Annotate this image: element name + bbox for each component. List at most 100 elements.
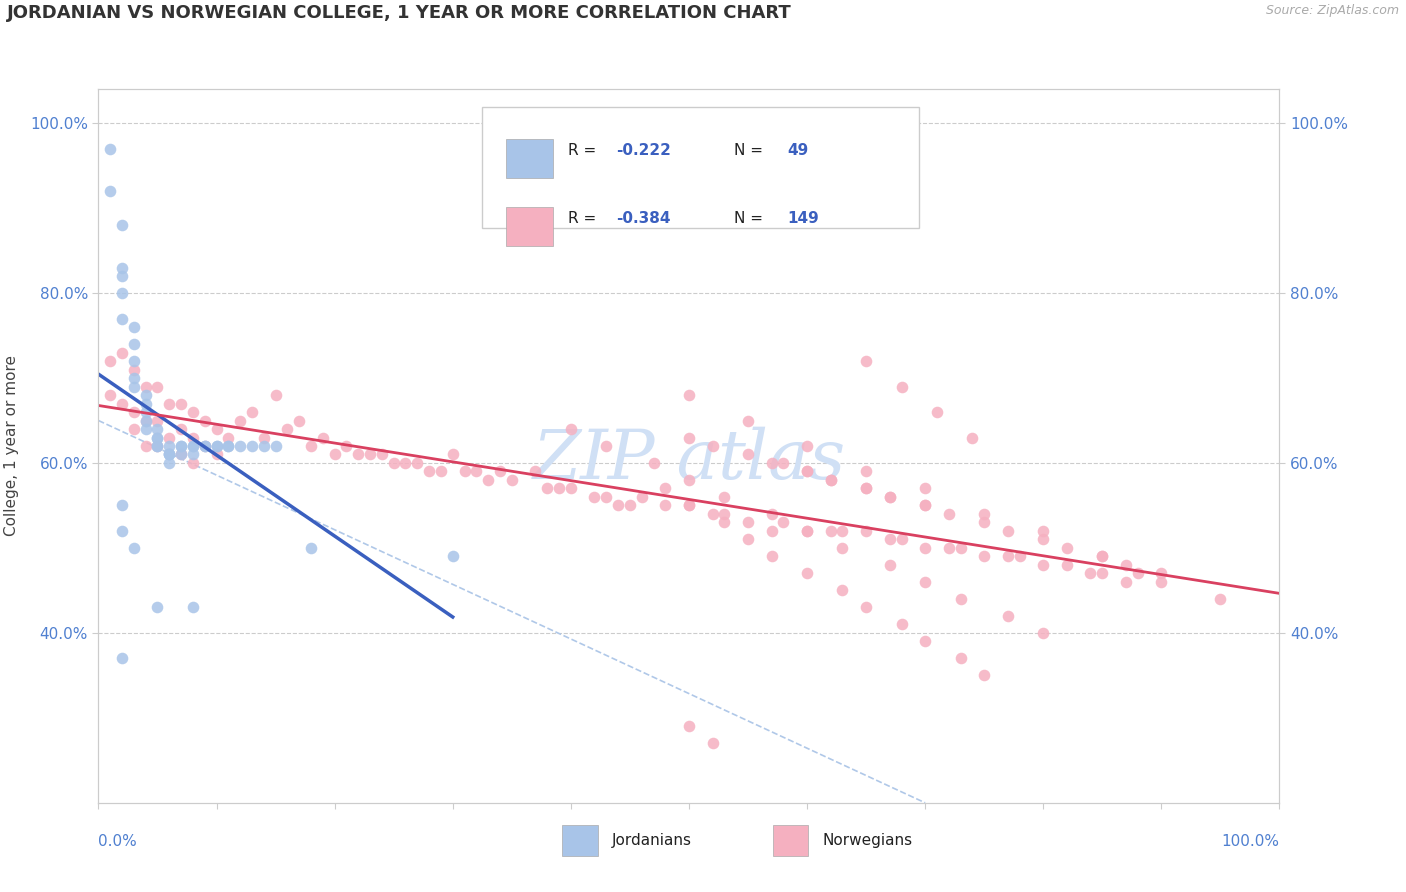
Point bbox=[98, 388, 121, 402]
Point bbox=[524, 465, 547, 479]
Point bbox=[170, 422, 193, 436]
Point bbox=[489, 465, 512, 479]
Point bbox=[335, 439, 357, 453]
Point bbox=[855, 600, 877, 615]
Point bbox=[654, 499, 676, 513]
Point bbox=[157, 456, 180, 470]
Point bbox=[194, 439, 217, 453]
Point bbox=[264, 439, 287, 453]
Point bbox=[418, 465, 440, 479]
Text: ZIP atlas: ZIP atlas bbox=[533, 427, 845, 493]
Point bbox=[146, 413, 169, 427]
Point bbox=[737, 516, 759, 530]
Point bbox=[1056, 558, 1078, 572]
Point bbox=[253, 439, 276, 453]
Point bbox=[997, 608, 1019, 623]
Point bbox=[157, 448, 180, 462]
Text: -0.222: -0.222 bbox=[616, 143, 671, 158]
Point bbox=[949, 541, 972, 555]
Point bbox=[737, 448, 759, 462]
Point bbox=[831, 541, 853, 555]
Point bbox=[122, 541, 145, 555]
Point bbox=[702, 439, 724, 453]
Point bbox=[146, 430, 169, 444]
Point bbox=[879, 490, 901, 504]
Point bbox=[879, 558, 901, 572]
Point bbox=[914, 541, 936, 555]
Point bbox=[229, 413, 252, 427]
Point bbox=[855, 482, 877, 496]
Point bbox=[111, 311, 134, 326]
Point bbox=[548, 482, 571, 496]
Point bbox=[146, 439, 169, 453]
Text: Jordanians: Jordanians bbox=[612, 833, 692, 848]
Point bbox=[938, 541, 960, 555]
Point bbox=[1056, 541, 1078, 555]
Point bbox=[157, 439, 180, 453]
Point bbox=[288, 413, 311, 427]
Point bbox=[477, 473, 499, 487]
Point bbox=[253, 430, 276, 444]
Point bbox=[181, 600, 204, 615]
Point bbox=[855, 524, 877, 538]
FancyBboxPatch shape bbox=[482, 107, 920, 228]
Point bbox=[1032, 626, 1054, 640]
Point bbox=[157, 396, 180, 410]
Point bbox=[796, 566, 818, 581]
Point bbox=[1115, 574, 1137, 589]
Point bbox=[772, 456, 794, 470]
Point bbox=[607, 499, 630, 513]
Y-axis label: College, 1 year or more: College, 1 year or more bbox=[4, 356, 18, 536]
Point bbox=[713, 507, 735, 521]
Point bbox=[135, 379, 157, 393]
Point bbox=[595, 439, 617, 453]
Point bbox=[205, 448, 228, 462]
Text: Norwegians: Norwegians bbox=[823, 833, 912, 848]
Point bbox=[430, 465, 453, 479]
Point bbox=[157, 430, 180, 444]
Point bbox=[205, 422, 228, 436]
Point bbox=[796, 439, 818, 453]
Point bbox=[1126, 566, 1149, 581]
Point bbox=[678, 499, 700, 513]
Point bbox=[949, 651, 972, 665]
Point bbox=[122, 337, 145, 351]
Point bbox=[194, 439, 217, 453]
Point bbox=[98, 184, 121, 198]
Point bbox=[914, 482, 936, 496]
Point bbox=[111, 260, 134, 275]
Point bbox=[737, 413, 759, 427]
Point bbox=[194, 439, 217, 453]
Point bbox=[181, 405, 204, 419]
Point bbox=[678, 499, 700, 513]
Point bbox=[973, 549, 995, 564]
Text: N =: N = bbox=[734, 143, 768, 158]
Point bbox=[111, 218, 134, 232]
Point bbox=[111, 524, 134, 538]
Point bbox=[761, 549, 783, 564]
Point bbox=[890, 617, 912, 632]
Point bbox=[914, 574, 936, 589]
Point bbox=[702, 507, 724, 521]
Point bbox=[240, 439, 263, 453]
Point bbox=[820, 473, 842, 487]
Point bbox=[347, 448, 370, 462]
Point bbox=[678, 719, 700, 733]
Point bbox=[879, 533, 901, 547]
Point bbox=[501, 473, 523, 487]
Point bbox=[831, 524, 853, 538]
Point bbox=[914, 499, 936, 513]
Point bbox=[264, 388, 287, 402]
Point bbox=[1150, 566, 1173, 581]
Point bbox=[1032, 558, 1054, 572]
Point bbox=[678, 430, 700, 444]
Point bbox=[1091, 549, 1114, 564]
Point bbox=[170, 448, 193, 462]
Point bbox=[879, 490, 901, 504]
Point bbox=[135, 396, 157, 410]
Point bbox=[1150, 574, 1173, 589]
Point bbox=[713, 516, 735, 530]
Text: 149: 149 bbox=[787, 211, 818, 226]
Point bbox=[925, 405, 948, 419]
Point bbox=[406, 456, 429, 470]
